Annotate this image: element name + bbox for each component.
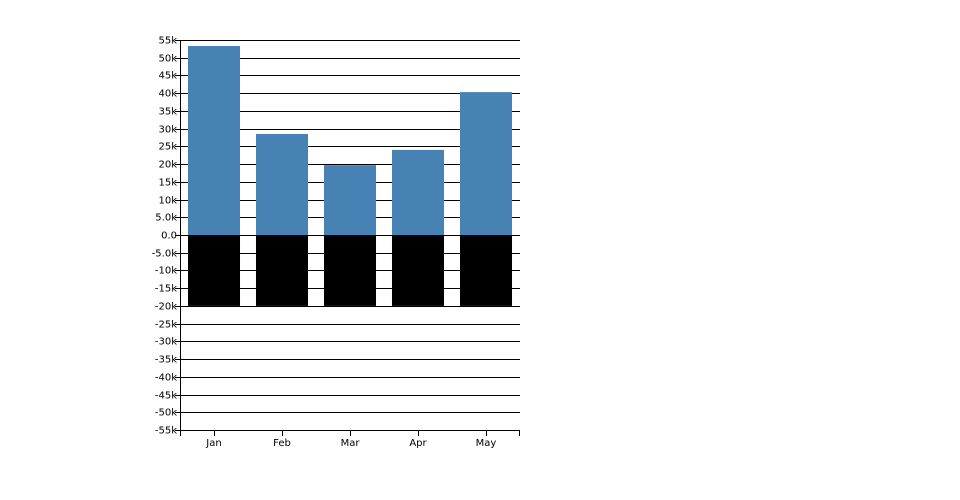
y-tick-label: -10k bbox=[155, 266, 177, 277]
bar bbox=[459, 235, 513, 306]
bar bbox=[187, 235, 241, 306]
y-tick-label: 0.0 bbox=[161, 231, 177, 242]
y-tick-label: 5.0k bbox=[155, 213, 177, 224]
y-tick-label: 40k bbox=[158, 89, 177, 100]
y-tick-label: 30k bbox=[158, 125, 177, 136]
y-tick-label: -30k bbox=[155, 337, 177, 348]
y-tick-label: -5.0k bbox=[152, 249, 178, 260]
y-tick-label: 50k bbox=[158, 54, 177, 65]
y-tick-label: -25k bbox=[155, 320, 177, 331]
bar bbox=[391, 235, 445, 306]
bar bbox=[391, 149, 445, 235]
y-tick-label: -40k bbox=[155, 373, 177, 384]
y-tick-label: 20k bbox=[158, 160, 177, 171]
y-tick-label: 15k bbox=[158, 178, 177, 189]
y-tick-label: -35k bbox=[155, 355, 177, 366]
bar bbox=[187, 46, 241, 236]
bar bbox=[459, 92, 513, 235]
y-tick-label: -50k bbox=[155, 408, 177, 419]
y-tick-label: 55k bbox=[158, 36, 177, 47]
bar bbox=[323, 235, 377, 306]
y-tick-label: -55k bbox=[155, 426, 177, 437]
y-tick-label: 35k bbox=[158, 107, 177, 118]
y-tick-label: 25k bbox=[158, 142, 177, 153]
x-tick-label: Feb bbox=[273, 438, 291, 449]
bar bbox=[255, 133, 309, 235]
y-tick-label: -45k bbox=[155, 391, 177, 402]
y-tick-label: -20k bbox=[155, 302, 177, 313]
x-tick-label: May bbox=[476, 438, 497, 449]
bar bbox=[323, 165, 377, 235]
x-tick-label: Mar bbox=[341, 438, 361, 449]
x-tick-label: Jan bbox=[205, 438, 221, 449]
x-tick-label: Apr bbox=[409, 438, 427, 449]
y-tick-label: 45k bbox=[158, 71, 177, 82]
y-tick-label: -15k bbox=[155, 284, 177, 295]
y-tick-label: 10k bbox=[158, 196, 177, 207]
bar bbox=[255, 235, 309, 306]
